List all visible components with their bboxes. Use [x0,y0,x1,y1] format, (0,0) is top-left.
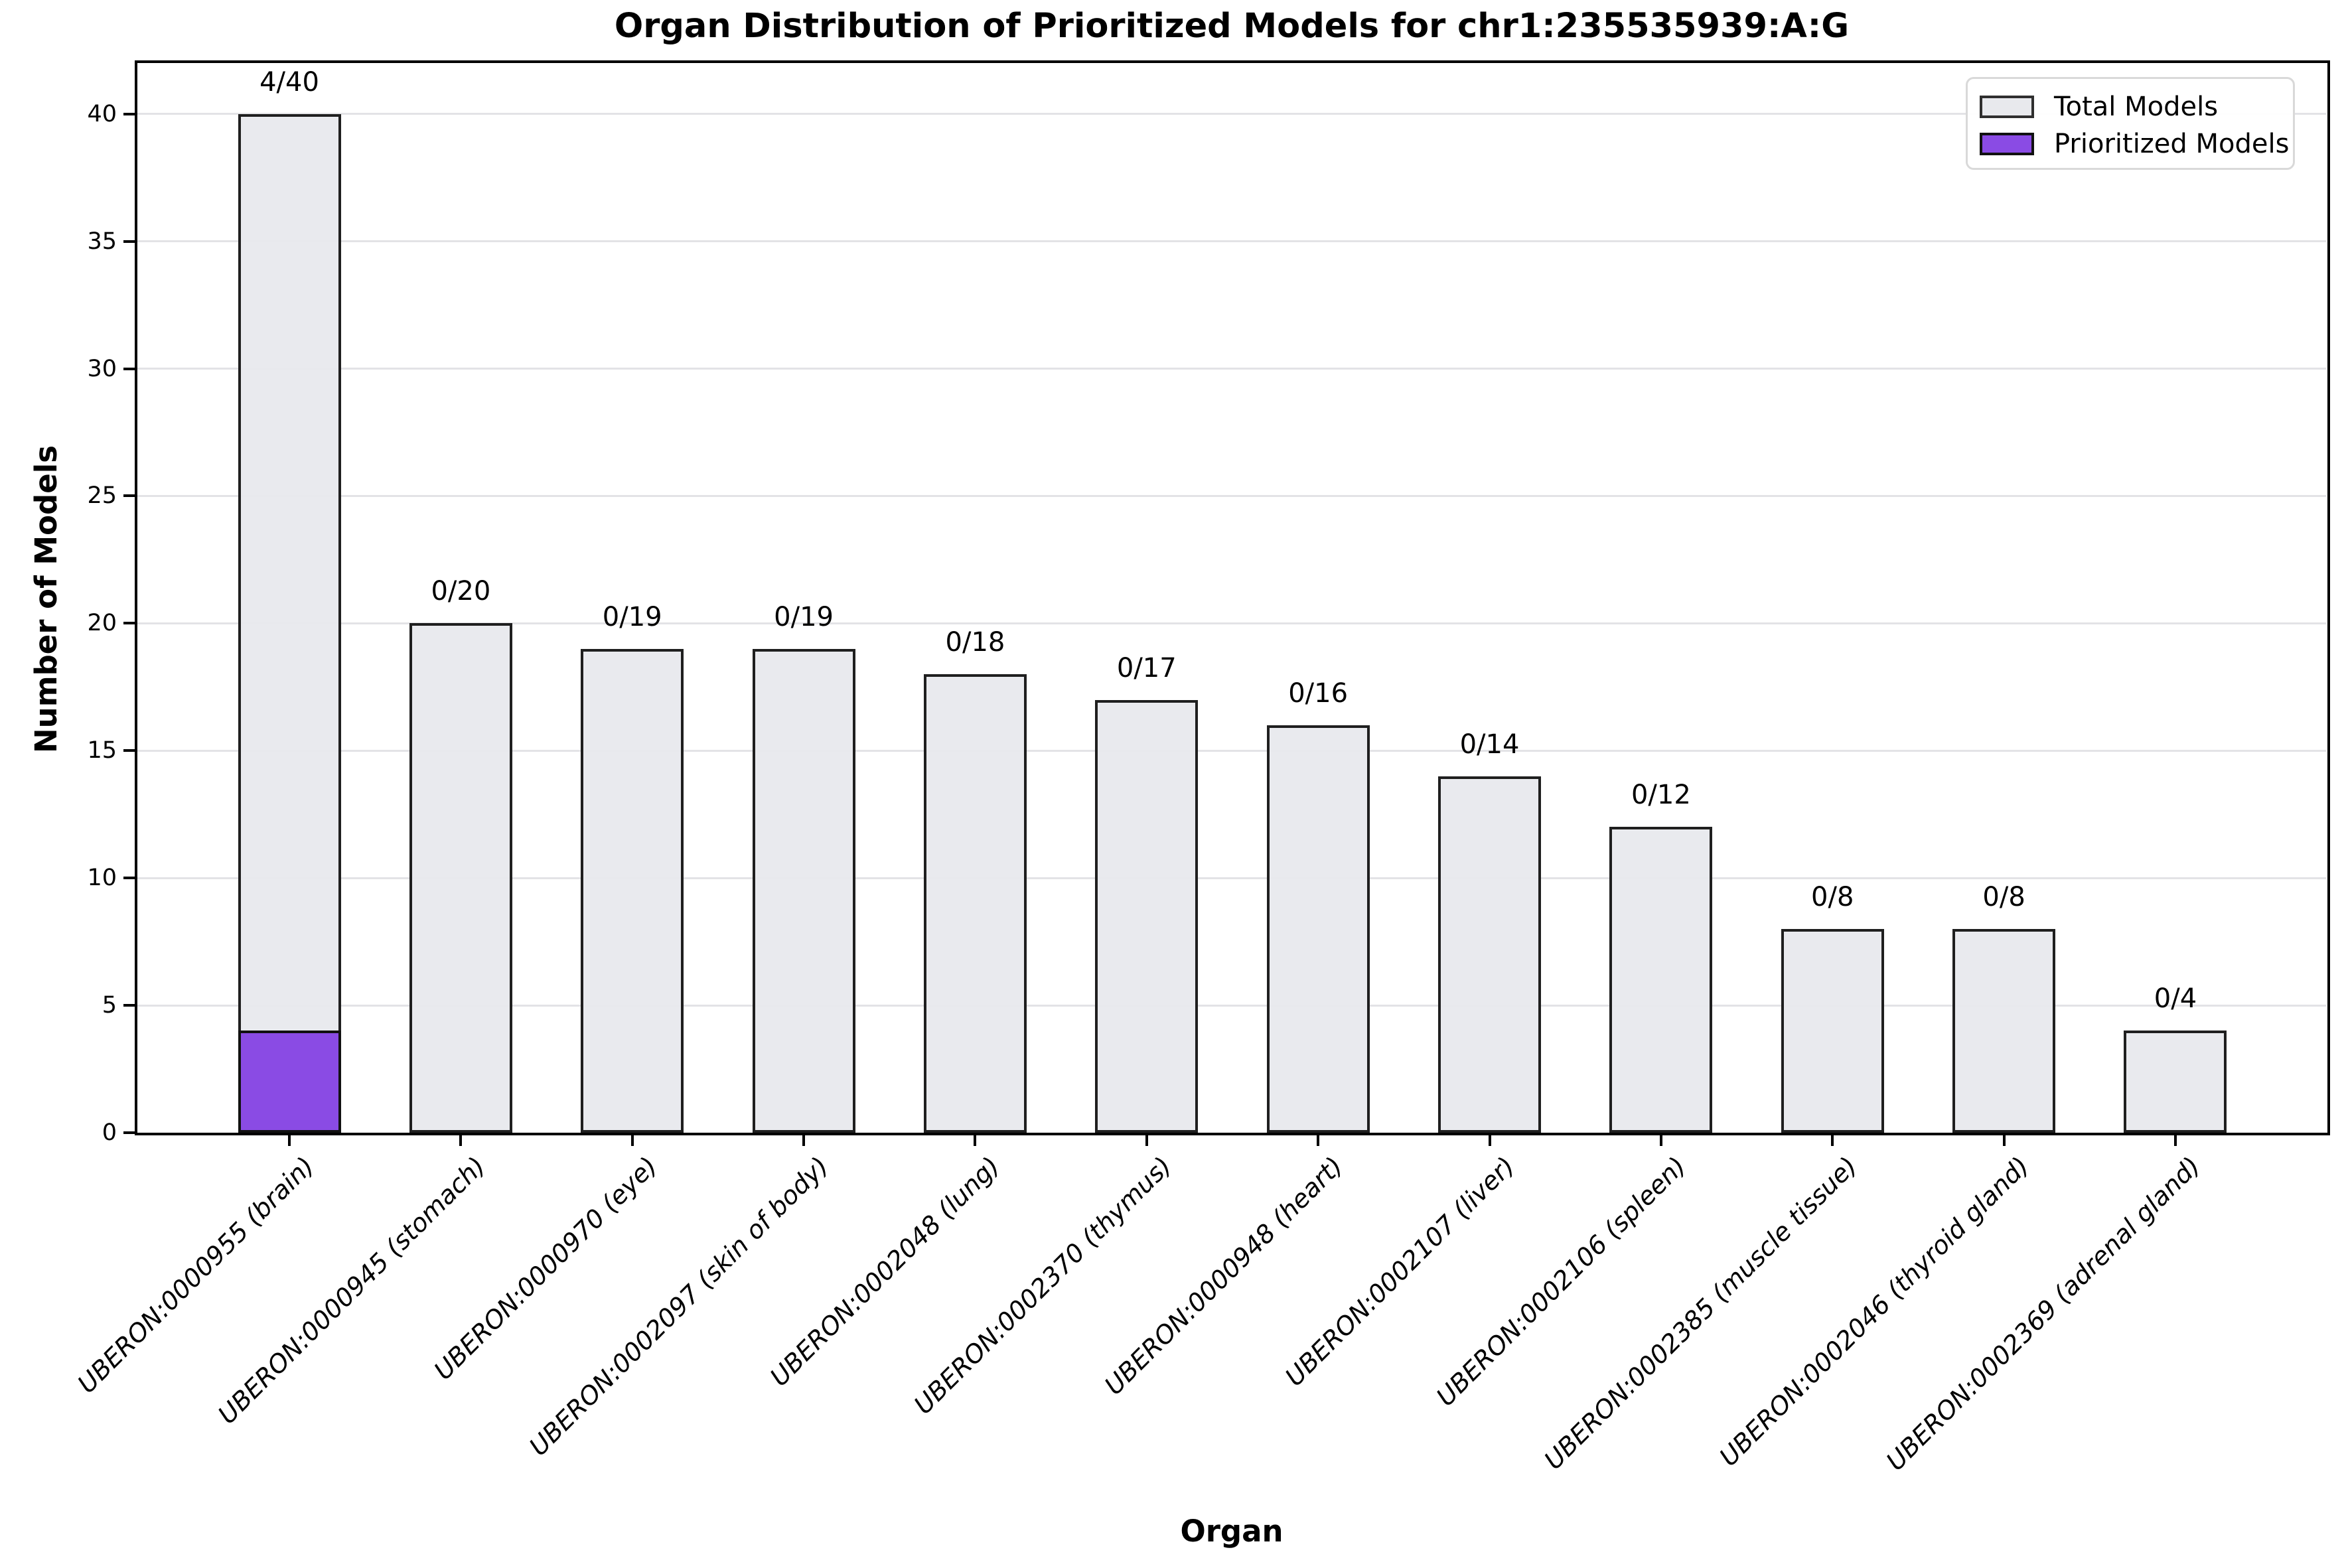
y-axis-tick-label: 0 [102,1119,117,1146]
y-axis-tick-label: 25 [87,482,117,510]
y-axis-tick-label: 35 [87,228,117,255]
bar-value-label: 4/40 [259,66,319,98]
y-axis-tick-label: 5 [102,992,117,1019]
x-axis-tick [1831,1134,1834,1146]
y-axis-tick-label: 20 [87,610,117,637]
x-axis-tick [459,1134,463,1146]
x-axis-label: Organ [1180,1514,1283,1549]
bar-value-label: 0/20 [431,576,491,607]
bar-value-label: 0/16 [1288,677,1349,709]
bar-value-label: 0/19 [602,601,662,632]
y-axis-tick-label: 10 [87,865,117,892]
x-axis-tick [2173,1134,2177,1146]
y-axis-tick [123,367,137,370]
bar-value-label: 0/12 [1631,780,1691,811]
gridline [137,622,2326,624]
bar-value-label: 0/8 [1811,881,1854,912]
y-axis-tick [123,877,137,880]
y-axis-tick [123,1131,137,1134]
bar-total [2124,1031,2227,1133]
bar-total [1438,776,1542,1133]
x-axis-tick [2002,1134,2006,1146]
gridline [137,113,2326,115]
bar-prioritized [238,1031,341,1133]
gridline [137,877,2326,879]
gridline [137,368,2326,370]
x-axis-tick [974,1134,977,1146]
bar-total [1609,827,1713,1133]
bar-value-label: 0/8 [1982,881,2025,912]
bar-total [1266,725,1370,1133]
gridline [137,494,2326,497]
x-axis-tick [1145,1134,1148,1146]
legend-entry-prioritized: Prioritized Models [1980,125,2293,163]
y-axis-tick-label: 40 [87,100,117,127]
x-axis-tick [288,1134,291,1146]
y-axis-tick [123,1004,137,1007]
y-axis-tick [123,112,137,115]
bar-value-label: 0/4 [2154,983,2197,1015]
x-axis-tick [802,1134,806,1146]
legend-swatch-total-models [1980,96,2034,118]
x-axis-tick [1317,1134,1320,1146]
bar-total [1952,928,2056,1133]
y-axis-tick [123,494,137,498]
bar-total [752,648,855,1133]
legend: Total Models Prioritized Models [1966,77,2295,170]
y-axis-tick-label: 30 [87,355,117,382]
x-axis-tick [1488,1134,1491,1146]
bar-total [409,623,512,1133]
x-axis-tick [1659,1134,1662,1146]
y-axis-tick-label: 15 [87,737,117,764]
y-axis-tick [123,240,137,243]
legend-swatch-prioritized-models [1980,133,2034,155]
y-axis-tick [123,622,137,625]
bar-value-label: 0/19 [774,601,834,632]
bar-total [238,113,341,1133]
x-axis-tick [630,1134,634,1146]
y-axis-tick [123,749,137,752]
legend-entry-total: Total Models [1980,88,2293,125]
bar-value-label: 0/17 [1116,652,1177,683]
legend-label-total-models: Total Models [2054,92,2219,122]
bar-total [923,674,1027,1133]
gridline [137,749,2326,752]
y-axis-label: Number of Models [29,445,64,753]
gridline [137,1004,2326,1007]
bar-total [1095,699,1199,1133]
legend-label-prioritized-models: Prioritized Models [2054,129,2290,159]
bar-value-label: 0/18 [945,627,1005,658]
bar-total [1781,928,1884,1133]
chart-title: Organ Distribution of Prioritized Models… [614,7,1850,46]
gridline [137,240,2326,243]
bar-value-label: 0/14 [1459,729,1520,760]
bar-total [581,648,684,1133]
